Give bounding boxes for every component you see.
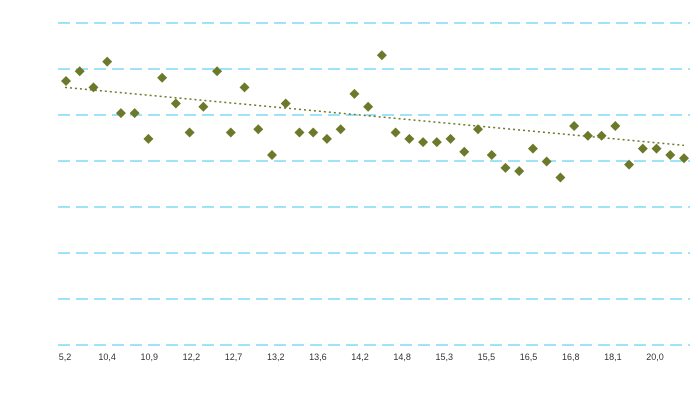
data-point <box>115 108 126 119</box>
data-point <box>624 159 635 170</box>
x-tick-label: 16,8 <box>562 352 580 362</box>
data-point <box>637 143 648 154</box>
x-tick-label: 20,0 <box>646 352 664 362</box>
x-tick-label: 15,5 <box>478 352 496 362</box>
data-point <box>679 153 689 164</box>
x-tick-label: 14,2 <box>351 352 369 362</box>
data-point <box>349 88 360 99</box>
data-point <box>239 82 250 93</box>
x-tick-label: 12,7 <box>225 352 243 362</box>
data-point <box>253 124 264 135</box>
data-point <box>321 133 332 144</box>
data-point <box>61 75 71 86</box>
data-point <box>514 166 525 177</box>
data-point <box>473 124 483 135</box>
data-point <box>335 124 346 135</box>
x-tick-label: 12,2 <box>183 352 201 362</box>
data-point <box>376 50 387 61</box>
data-point <box>363 101 374 112</box>
data-point <box>610 121 621 132</box>
data-point <box>225 127 236 138</box>
data-point <box>445 133 456 144</box>
data-point <box>431 137 442 148</box>
x-tick-label: 14,8 <box>393 352 411 362</box>
x-tick-label: 15,3 <box>436 352 454 362</box>
data-point <box>555 172 566 183</box>
x-tick-label: 10,4 <box>98 352 116 362</box>
data-point <box>88 82 99 93</box>
data-point <box>74 66 85 77</box>
data-point <box>143 133 154 144</box>
data-point <box>157 72 168 83</box>
x-tick-label: 10,9 <box>141 352 159 362</box>
x-tick-label: 13,2 <box>267 352 285 362</box>
data-point <box>198 101 209 112</box>
data-point <box>308 127 319 138</box>
data-point <box>486 150 497 161</box>
data-point <box>651 143 662 154</box>
data-point <box>129 108 140 119</box>
data-point <box>184 127 195 138</box>
x-tick-label: 5,2 <box>59 352 72 362</box>
data-point <box>390 127 401 138</box>
data-point <box>212 66 223 77</box>
x-tick-label: 16,5 <box>520 352 538 362</box>
data-point <box>541 156 552 167</box>
data-point <box>280 98 291 109</box>
data-point <box>267 150 277 161</box>
trendline <box>64 86 685 147</box>
data-point <box>665 150 676 161</box>
data-point <box>404 133 415 144</box>
data-point <box>170 98 181 109</box>
data-point <box>459 146 470 157</box>
data-point <box>500 162 511 173</box>
data-point <box>418 137 429 148</box>
data-point <box>582 130 593 141</box>
data-point <box>596 130 607 141</box>
data-point <box>102 56 113 67</box>
data-point <box>527 143 538 154</box>
x-tick-label: 13,6 <box>309 352 327 362</box>
data-point <box>294 127 305 138</box>
x-tick-label: 18,1 <box>604 352 622 362</box>
data-point <box>569 121 580 132</box>
